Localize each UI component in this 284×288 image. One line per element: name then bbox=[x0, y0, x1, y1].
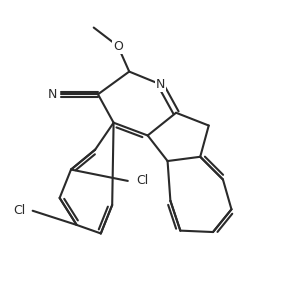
Text: Cl: Cl bbox=[13, 204, 26, 217]
Text: O: O bbox=[113, 39, 123, 52]
Text: N: N bbox=[156, 78, 165, 91]
Text: Cl: Cl bbox=[136, 175, 149, 187]
Text: N: N bbox=[48, 88, 57, 101]
Text: O: O bbox=[88, 18, 97, 27]
